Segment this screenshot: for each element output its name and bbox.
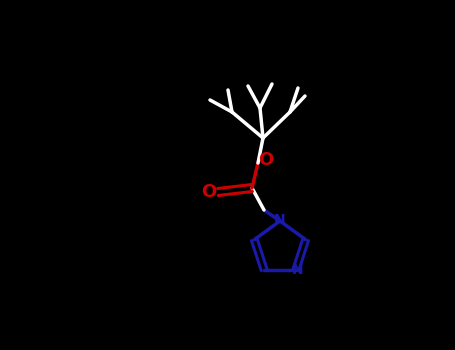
Text: O: O	[202, 183, 217, 201]
Text: N: N	[292, 263, 303, 277]
Text: O: O	[258, 151, 273, 169]
Text: N: N	[274, 213, 286, 227]
